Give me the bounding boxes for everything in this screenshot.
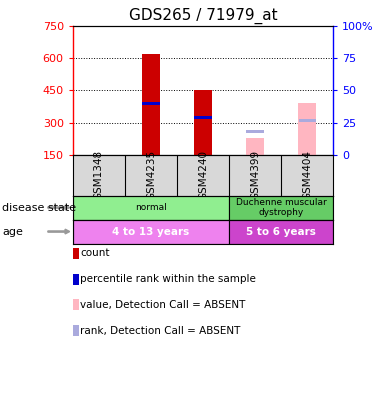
Title: GDS265 / 71979_at: GDS265 / 71979_at [129,8,277,25]
Bar [142,54,160,155]
Bar [298,103,316,155]
Text: GSM4404: GSM4404 [302,150,312,200]
Text: rank, Detection Call = ABSENT: rank, Detection Call = ABSENT [80,326,241,336]
Text: GSM4235: GSM4235 [146,150,156,200]
Text: disease state: disease state [2,202,76,213]
Bar [73,196,229,219]
Text: value, Detection Call = ABSENT: value, Detection Call = ABSENT [80,300,246,310]
Bar [229,196,333,219]
Text: 4 to 13 years: 4 to 13 years [112,227,190,236]
Text: percentile rank within the sample: percentile rank within the sample [80,274,256,284]
Text: 5 to 6 years: 5 to 6 years [246,227,316,236]
Text: GSM4240: GSM4240 [198,150,208,200]
Bar [194,90,212,155]
Bar [142,101,160,105]
Bar [246,138,264,155]
Bar [229,219,333,244]
Text: GSM4399: GSM4399 [250,150,260,200]
Text: age: age [2,227,23,236]
Bar [246,130,264,133]
Bar [90,154,108,155]
Text: GSM1348: GSM1348 [94,150,104,200]
Text: Duchenne muscular
dystrophy: Duchenne muscular dystrophy [236,198,326,217]
Bar [194,116,212,119]
Bar [73,219,229,244]
Text: normal: normal [135,203,167,212]
Text: count: count [80,248,110,259]
Bar [298,119,316,122]
